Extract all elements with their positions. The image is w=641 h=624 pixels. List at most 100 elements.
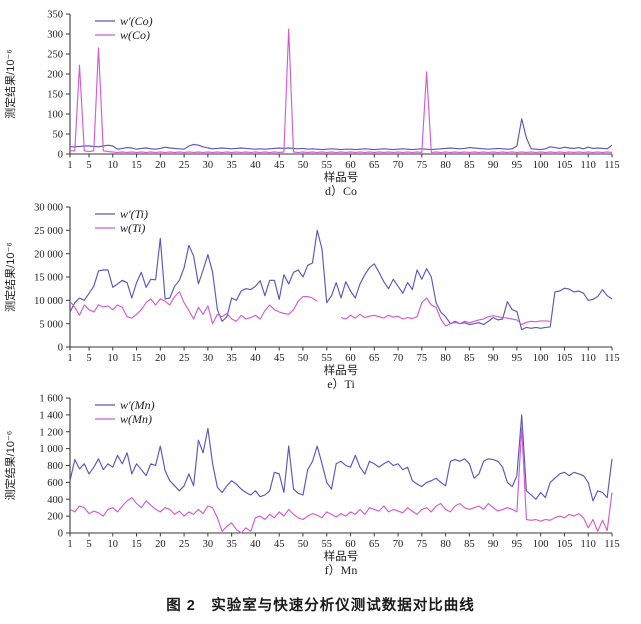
x-tick-label: 20	[155, 160, 166, 171]
y-tick-label: 50	[53, 130, 64, 141]
x-axis-title: 样品号	[324, 170, 359, 184]
x-tick-label: 45	[274, 160, 285, 171]
y-tick-label: 300	[47, 30, 63, 41]
x-tick-label: 40	[250, 160, 261, 171]
x-tick-label: 5	[86, 160, 91, 171]
x-tick-label: 40	[250, 539, 261, 550]
y-tick-label: 150	[47, 90, 63, 101]
x-tick-label: 90	[488, 160, 499, 171]
subplot-label: e）Ti	[327, 377, 355, 391]
x-tick-label: 70	[393, 160, 404, 171]
x-tick-label: 80	[440, 353, 451, 364]
x-tick-label: 45	[274, 353, 285, 364]
x-tick-label: 70	[393, 353, 404, 364]
x-tick-label: 1	[67, 160, 72, 171]
legend-label-1: w(Ti)	[120, 221, 145, 235]
y-tick-label: 0	[58, 343, 63, 354]
x-tick-label: 10	[108, 539, 119, 550]
y-tick-label: 10 000	[34, 296, 63, 307]
x-tick-label: 115	[604, 160, 619, 171]
x-tick-label: 100	[533, 353, 549, 364]
series-line-ti-0	[69, 229, 613, 331]
x-tick-label: 60	[345, 539, 356, 550]
y-tick-label: 200	[47, 70, 63, 81]
x-tick-label: 50	[298, 539, 309, 550]
x-tick-label: 110	[581, 160, 596, 171]
y-tick-label: 1 400	[39, 410, 63, 421]
x-tick-label: 65	[369, 539, 380, 550]
x-tick-label: 35	[226, 353, 237, 364]
x-tick-label: 30	[203, 539, 214, 550]
x-tick-label: 115	[604, 539, 619, 550]
y-tick-label: 15 000	[34, 273, 63, 284]
y-tick-label: 350	[47, 10, 63, 21]
subplot-label: f）Mn	[325, 563, 358, 577]
series-line-co-0	[70, 118, 613, 151]
x-tick-label: 35	[226, 539, 237, 550]
x-tick-label: 45	[274, 539, 285, 550]
legend-label-1: w(Mn)	[120, 412, 152, 426]
figure-caption: 图 2 实验室与快速分析仪测试数据对比曲线	[166, 598, 475, 614]
x-tick-label: 5	[86, 353, 91, 364]
y-tick-label: 600	[47, 478, 63, 489]
x-tick-label: 105	[557, 539, 573, 550]
x-tick-label: 85	[464, 353, 475, 364]
x-tick-label: 30	[203, 353, 214, 364]
subplot-label: d）Co	[325, 184, 357, 197]
x-tick-label: 10	[108, 160, 119, 171]
x-tick-label: 110	[581, 539, 596, 550]
x-tick-label: 30	[203, 160, 214, 171]
x-tick-label: 60	[345, 353, 356, 364]
x-tick-label: 1	[67, 539, 72, 550]
x-tick-label: 20	[155, 353, 166, 364]
series-line-co-1	[70, 28, 613, 153]
x-tick-label: 85	[464, 160, 475, 171]
y-tick-label: 1 000	[39, 444, 63, 455]
series-line-mn-0	[69, 414, 613, 502]
x-tick-label: 55	[321, 539, 332, 550]
y-tick-label: 25 000	[34, 226, 63, 237]
axes-spines	[69, 207, 612, 348]
y-tick-label: 5 000	[39, 319, 63, 330]
x-tick-label: 50	[298, 160, 309, 171]
y-tick-label: 800	[47, 461, 63, 472]
y-tick-label: 1 200	[39, 427, 63, 438]
x-tick-label: 105	[557, 353, 573, 364]
x-tick-label: 80	[440, 160, 451, 171]
x-tick-label: 1	[67, 353, 72, 364]
x-tick-label: 55	[321, 353, 332, 364]
x-tick-label: 100	[533, 160, 549, 171]
y-axis-title: 测定结果/10⁻⁶	[3, 49, 17, 119]
legend-label-0: w′(Co)	[120, 14, 153, 28]
chart-mn: 0 200 400 600 800 1 000 1 200 1 400 1 600 1 5 10 15 2…	[0, 392, 641, 582]
x-tick-label: 105	[557, 160, 573, 171]
x-tick-label: 20	[155, 539, 166, 550]
y-tick-label: 20 000	[34, 249, 63, 260]
x-tick-label: 65	[369, 160, 380, 171]
x-tick-label: 25	[179, 160, 190, 171]
y-tick-label: 0	[58, 150, 63, 161]
x-tick-label: 90	[488, 353, 499, 364]
series-line-mn-1	[69, 426, 613, 534]
y-tick-label: 1 600	[39, 394, 63, 405]
y-tick-label: 0	[58, 529, 63, 540]
x-tick-label: 75	[417, 539, 428, 550]
x-tick-label: 60	[345, 160, 356, 171]
x-tick-label: 95	[512, 539, 523, 550]
axes-spines	[69, 14, 612, 155]
x-tick-label: 70	[393, 539, 404, 550]
x-tick-label: 90	[488, 539, 499, 550]
x-tick-label: 110	[581, 353, 596, 364]
x-tick-label: 15	[131, 539, 142, 550]
y-tick-label: 200	[47, 512, 63, 523]
x-tick-label: 65	[369, 353, 380, 364]
x-tick-label: 55	[321, 160, 332, 171]
x-tick-label: 115	[604, 353, 619, 364]
legend-label-0: w′(Ti)	[120, 207, 148, 221]
x-tick-label: 80	[440, 539, 451, 550]
x-tick-label: 95	[512, 353, 523, 364]
x-tick-label: 95	[512, 160, 523, 171]
